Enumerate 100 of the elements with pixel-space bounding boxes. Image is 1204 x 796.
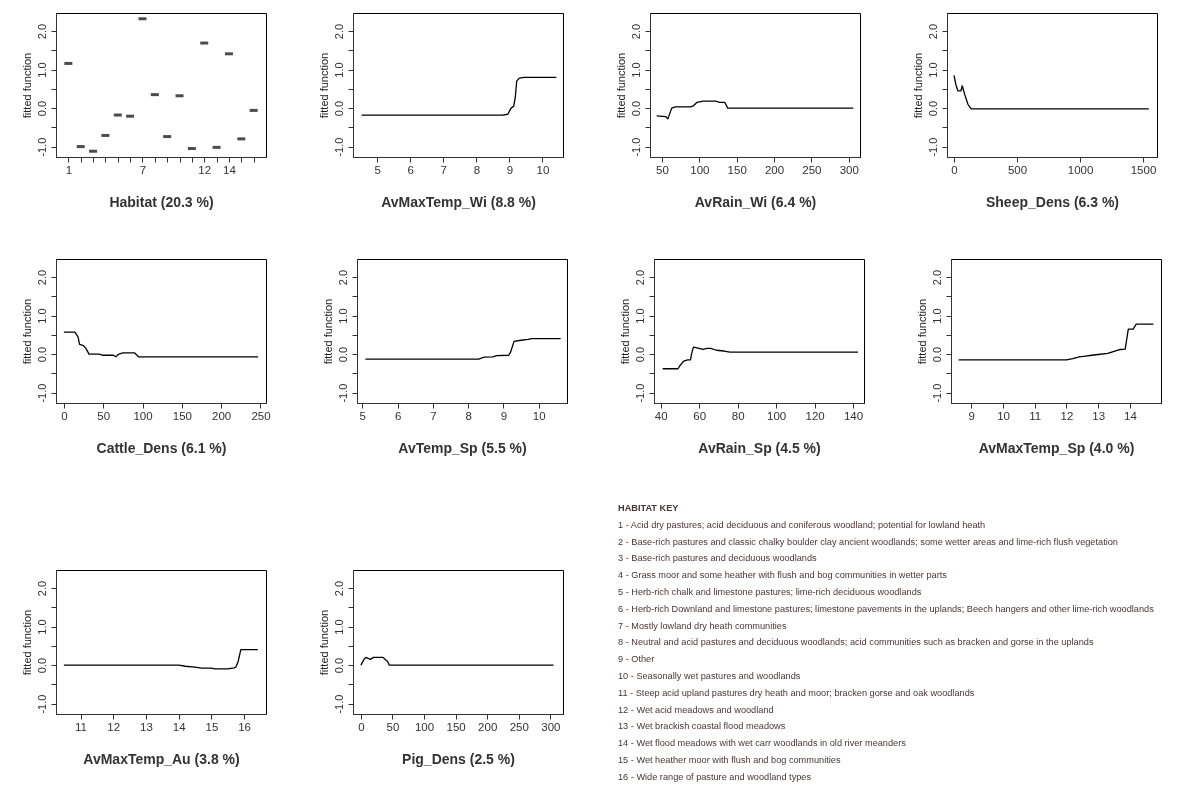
y-tick-label: -1.0	[332, 694, 345, 714]
x-tick-label: 150	[727, 163, 747, 176]
text: 4 - Grass moor and some heather with flush and bog communities in wetter parts	[618, 570, 948, 581]
y-axis-title: fitted function	[20, 609, 33, 676]
x-axis-title: AvMaxTemp_Wi (8.8 %)	[381, 194, 536, 210]
x-tick-label: 12	[198, 163, 212, 176]
x-tick-label: 9	[968, 409, 976, 422]
x-tick-label: 15	[205, 720, 219, 733]
x-tick-label: 16	[238, 720, 251, 733]
x-axis-title: AvTemp_Sp (5.5 %)	[398, 440, 527, 456]
y-tick-label: -1.0	[35, 137, 48, 157]
line-series	[656, 100, 854, 120]
text: 11 - Steep acid upland pastures dry heath and moor; bracken gorse and oak woodlands	[618, 687, 975, 698]
x-tick-label: 11	[1029, 409, 1042, 422]
y-tick-label: 0.0	[336, 346, 349, 363]
x-tick-label: 8	[465, 409, 472, 422]
text: 8 - Neutral and acid pastures and deciduous woodlands; acid communities such as bracken and gorse in the uplands	[618, 637, 1094, 648]
y-tick-label: -1.0	[336, 383, 349, 403]
x-tick-label: 150	[446, 720, 466, 733]
x-tick-label: 140	[843, 409, 864, 422]
y-tick-label: 2.0	[35, 580, 48, 597]
y-tick-label: -1.0	[332, 137, 345, 157]
y-tick-label: -1.0	[35, 694, 48, 714]
x-tick-label: 9	[506, 163, 514, 176]
y-axis-title: fitted function	[321, 298, 334, 365]
y-tick-label: 2.0	[629, 23, 642, 40]
text: 5 - Herb-rich chalk and limestone pastures; lime-rich deciduous woodlands	[618, 587, 922, 597]
y-tick-label: 1.0	[926, 62, 939, 78]
x-tick-label: 0	[951, 163, 958, 176]
text: 6 - Herb-rich Downland and limestone pastures; limestone pavements in the uplands; Beech hangers and other lime-rich woodlands	[618, 603, 1155, 614]
y-tick-label: 2.0	[926, 23, 939, 40]
x-tick-label: 13	[140, 720, 153, 733]
y-axis-title: fitted function	[20, 298, 33, 365]
y-tick-label: 2.0	[633, 269, 646, 286]
x-tick-label: 1	[65, 163, 73, 176]
x-tick-label: 80	[731, 409, 745, 422]
text: 1 - Acid dry pastures; acid deciduous and coniferous woodland; potential for lowland heath	[618, 519, 986, 530]
x-tick-label: 500	[1007, 163, 1028, 176]
text: 16 - Wide range of pasture and woodland types	[618, 771, 812, 782]
line-series	[953, 74, 1150, 110]
x-tick-label: 14	[172, 720, 187, 733]
x-tick-label: 1500	[1130, 163, 1157, 176]
x-tick-label: 7	[139, 163, 147, 176]
x-tick-label: 1000	[1067, 163, 1094, 176]
y-tick-label: -1.0	[629, 137, 642, 157]
y-tick-label: 2.0	[930, 269, 943, 286]
y-tick-label: 1.0	[35, 619, 48, 635]
x-tick-label: 50	[656, 163, 669, 176]
y-tick-label: 1.0	[35, 62, 48, 78]
text: 2 - Base-rich pastures and classic chalky boulder clay ancient woodlands; some wetter areas and lime-rich flush vegetation	[618, 536, 1118, 547]
y-tick-label: 1.0	[629, 62, 642, 78]
y-axis-title: fitted function	[20, 52, 33, 119]
x-axis-title: Sheep_Dens (6.3 %)	[985, 194, 1120, 210]
y-tick-label: 2.0	[336, 269, 349, 286]
y-axis-title: fitted function	[317, 52, 330, 119]
y-tick-label: -1.0	[35, 383, 48, 403]
y-axis-title: fitted function	[911, 52, 924, 119]
x-tick-label: 60	[693, 409, 707, 422]
x-tick-label: 7	[430, 409, 437, 422]
x-tick-label: 300	[839, 163, 859, 176]
x-tick-label: 11	[75, 720, 88, 733]
x-tick-label: 40	[654, 409, 668, 422]
x-tick-label: 5	[374, 163, 381, 176]
y-tick-label: 0.0	[35, 100, 48, 117]
y-tick-label: 1.0	[35, 308, 48, 324]
line-series	[662, 346, 859, 370]
text: HABITAT KEY	[618, 503, 679, 513]
line-series	[360, 76, 558, 116]
x-tick-label: 250	[802, 163, 822, 176]
y-tick-label: 1.0	[633, 308, 646, 324]
x-tick-label: 5	[359, 409, 366, 422]
x-tick-label: 50	[97, 409, 111, 422]
x-tick-label: 10	[997, 409, 1010, 422]
line-series	[63, 331, 259, 358]
x-tick-label: 200	[764, 163, 785, 176]
y-tick-label: 2.0	[35, 23, 48, 40]
x-tick-label: 6	[394, 409, 402, 422]
y-tick-label: 0.0	[35, 346, 48, 363]
x-tick-label: 6	[407, 163, 414, 176]
y-tick-label: 0.0	[633, 346, 646, 363]
y-tick-label: -1.0	[926, 137, 939, 157]
y-axis-title: fitted function	[618, 298, 631, 365]
x-tick-label: 100	[690, 163, 710, 176]
y-axis-title: fitted function	[317, 609, 330, 676]
x-tick-label: 10	[536, 163, 550, 176]
x-tick-label: 300	[541, 720, 561, 733]
x-tick-label: 8	[473, 163, 481, 176]
x-tick-label: 120	[805, 409, 825, 422]
line-series	[957, 323, 1155, 361]
y-axis-title: fitted function	[915, 298, 928, 365]
text: 13 - Wet brackish coastal flood meadows	[618, 721, 786, 732]
x-tick-label: 200	[478, 720, 498, 733]
x-tick-label: 9	[500, 409, 508, 422]
x-tick-label: 0	[358, 720, 365, 733]
y-tick-label: -1.0	[930, 383, 943, 403]
x-tick-label: 200	[212, 409, 232, 422]
y-tick-label: 0.0	[35, 657, 48, 674]
x-tick-label: 250	[251, 409, 271, 422]
y-tick-label: 2.0	[332, 23, 345, 40]
x-tick-label: 12	[1060, 409, 1074, 422]
